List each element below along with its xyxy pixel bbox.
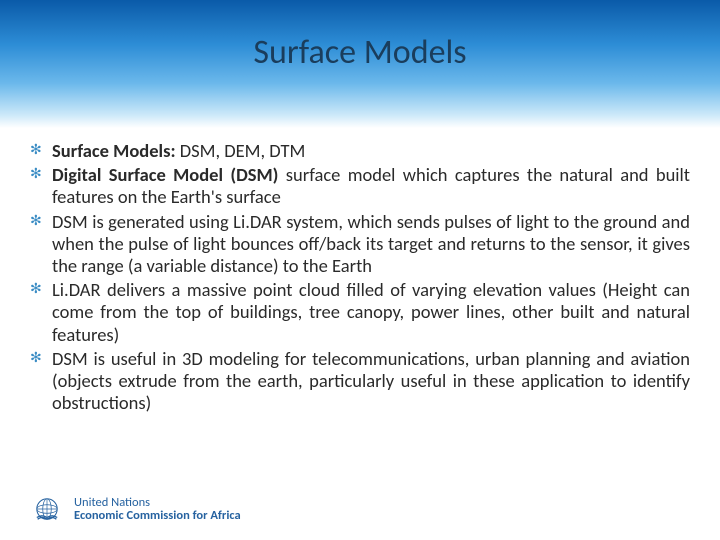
bullet-text: DSM is generated using Li.DAR system, wh… bbox=[52, 210, 690, 277]
list-item: Digital Surface Model (DSM) surface mode… bbox=[30, 164, 690, 208]
slide-title: Surface Models bbox=[0, 32, 720, 73]
footer: United Nations Economic Commission for A… bbox=[30, 492, 241, 526]
list-item: DSM is generated using Li.DAR system, wh… bbox=[30, 211, 690, 278]
bullet-text: DSM, DEM, DTM bbox=[176, 139, 306, 162]
bullet-text: Li.DAR delivers a massive point cloud fi… bbox=[52, 278, 690, 345]
bullet-bold: Digital Surface Model (DSM) bbox=[52, 163, 278, 186]
list-item: Li.DAR delivers a massive point cloud fi… bbox=[30, 279, 690, 346]
list-item: Surface Models: DSM, DEM, DTM bbox=[30, 140, 690, 162]
bullet-list: Surface Models: DSM, DEM, DTM Digital Su… bbox=[30, 140, 690, 414]
un-logo-icon bbox=[30, 492, 64, 526]
content-area: Surface Models: DSM, DEM, DTM Digital Su… bbox=[0, 128, 720, 414]
header-gradient: Surface Models bbox=[0, 0, 720, 128]
bullet-bold: Surface Models: bbox=[52, 139, 176, 162]
footer-text: United Nations Economic Commission for A… bbox=[74, 496, 241, 522]
footer-org-line2: Economic Commission for Africa bbox=[74, 509, 241, 522]
bullet-text: DSM is useful in 3D modeling for telecom… bbox=[52, 347, 690, 414]
list-item: DSM is useful in 3D modeling for telecom… bbox=[30, 348, 690, 415]
